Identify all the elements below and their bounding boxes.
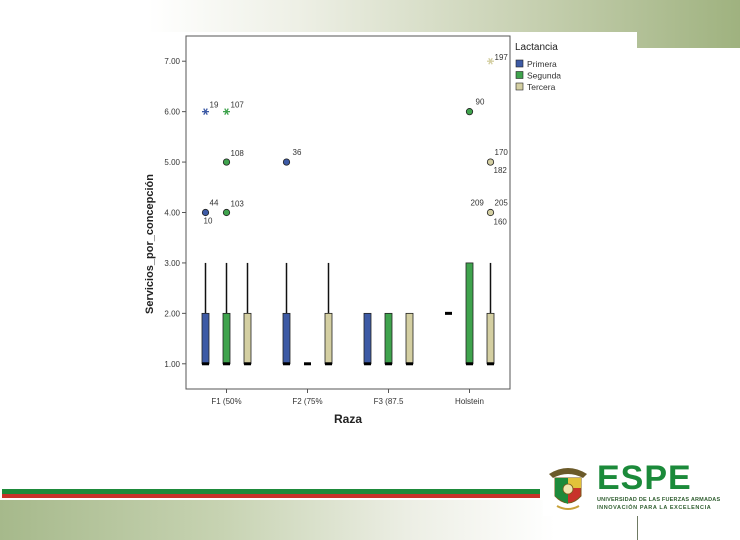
logo-subtitle-2: INNOVACIÓN PARA LA EXCELENCIA [597, 505, 712, 511]
box-rect [384, 312, 393, 365]
extreme-point [202, 108, 209, 115]
outlier-point [201, 208, 210, 217]
y-tick-label: 6.00 [164, 108, 180, 117]
extreme-point-stroke [224, 108, 229, 115]
legend-swatch [515, 71, 524, 79]
x-axis-title: Raza [334, 412, 362, 426]
x-tick-label: F3 (87.5 [374, 397, 404, 406]
outlier-label: 10 [204, 217, 213, 226]
outlier-label: 19 [210, 101, 219, 110]
y-tick-label: 4.00 [164, 209, 180, 218]
outlier-label: 36 [293, 148, 302, 157]
y-tick-label: 5.00 [164, 158, 180, 167]
espe-logo: ESPE UNIVERSIDAD DE LAS FUERZAS ARMADAS … [543, 458, 733, 516]
boxplot-chart: 1.00 2.00 3.00 4.00 5.00 6.00 7.00 F1 (50% F2 (7… [130, 32, 637, 432]
divider-line [637, 500, 638, 540]
outlier-label: 209 [471, 199, 485, 208]
y-tick-label: 1.00 [164, 360, 180, 369]
legend-swatch [515, 59, 524, 68]
extreme-point-stroke [488, 57, 493, 65]
extreme-point [223, 108, 230, 115]
y-tick-label: 2.00 [164, 309, 180, 318]
legend-entry: Primera [527, 59, 557, 69]
box-rect [201, 312, 210, 365]
outlier-point [222, 208, 231, 217]
outlier-label: 182 [494, 166, 508, 175]
outlier-label: 205 [495, 199, 509, 208]
extreme-point-stroke [203, 108, 208, 115]
outlier-label: 103 [231, 200, 245, 209]
y-axis-title: Servicios_por_concepción [144, 174, 156, 314]
university-seal-icon [549, 468, 587, 510]
logo-wordmark: ESPE [597, 459, 692, 497]
green-stripe [2, 489, 540, 494]
logo-subtitle-1: UNIVERSIDAD DE LAS FUERZAS ARMADAS [597, 497, 721, 503]
legend-title: Lactancia [515, 42, 558, 53]
extreme-point [487, 57, 494, 65]
outlier-point [222, 158, 231, 166]
red-stripe [2, 494, 540, 498]
box-rect [405, 312, 414, 365]
x-tick-label: Holstein [455, 397, 484, 406]
outlier-point [282, 158, 291, 166]
outlier-label: 160 [494, 218, 508, 227]
plot-frame [185, 35, 511, 390]
box-rect [282, 312, 291, 365]
box-rect [243, 312, 252, 365]
legend-swatch [515, 82, 524, 91]
outlier-label: 90 [476, 98, 485, 107]
box-rect [465, 262, 474, 365]
x-tick-label: F2 (75% [292, 397, 322, 406]
outlier-point [486, 208, 495, 217]
x-tick-label: F1 (50% [211, 397, 241, 406]
outlier-label: 107 [231, 101, 245, 110]
outlier-label: 108 [231, 149, 245, 158]
legend-entry: Tercera [527, 82, 556, 92]
outlier-label: 170 [495, 148, 509, 157]
outlier-label: 44 [210, 199, 219, 208]
box-rect [222, 312, 231, 365]
outlier-point [465, 108, 474, 116]
y-tick-label: 7.00 [164, 57, 180, 66]
box-rect [363, 312, 372, 365]
outlier-point [486, 158, 495, 166]
y-tick-label: 3.00 [164, 259, 180, 268]
legend-entry: Segunda [527, 71, 561, 81]
box-rect [486, 312, 495, 365]
outlier-label: 197 [495, 53, 509, 62]
box-rect [324, 312, 333, 365]
